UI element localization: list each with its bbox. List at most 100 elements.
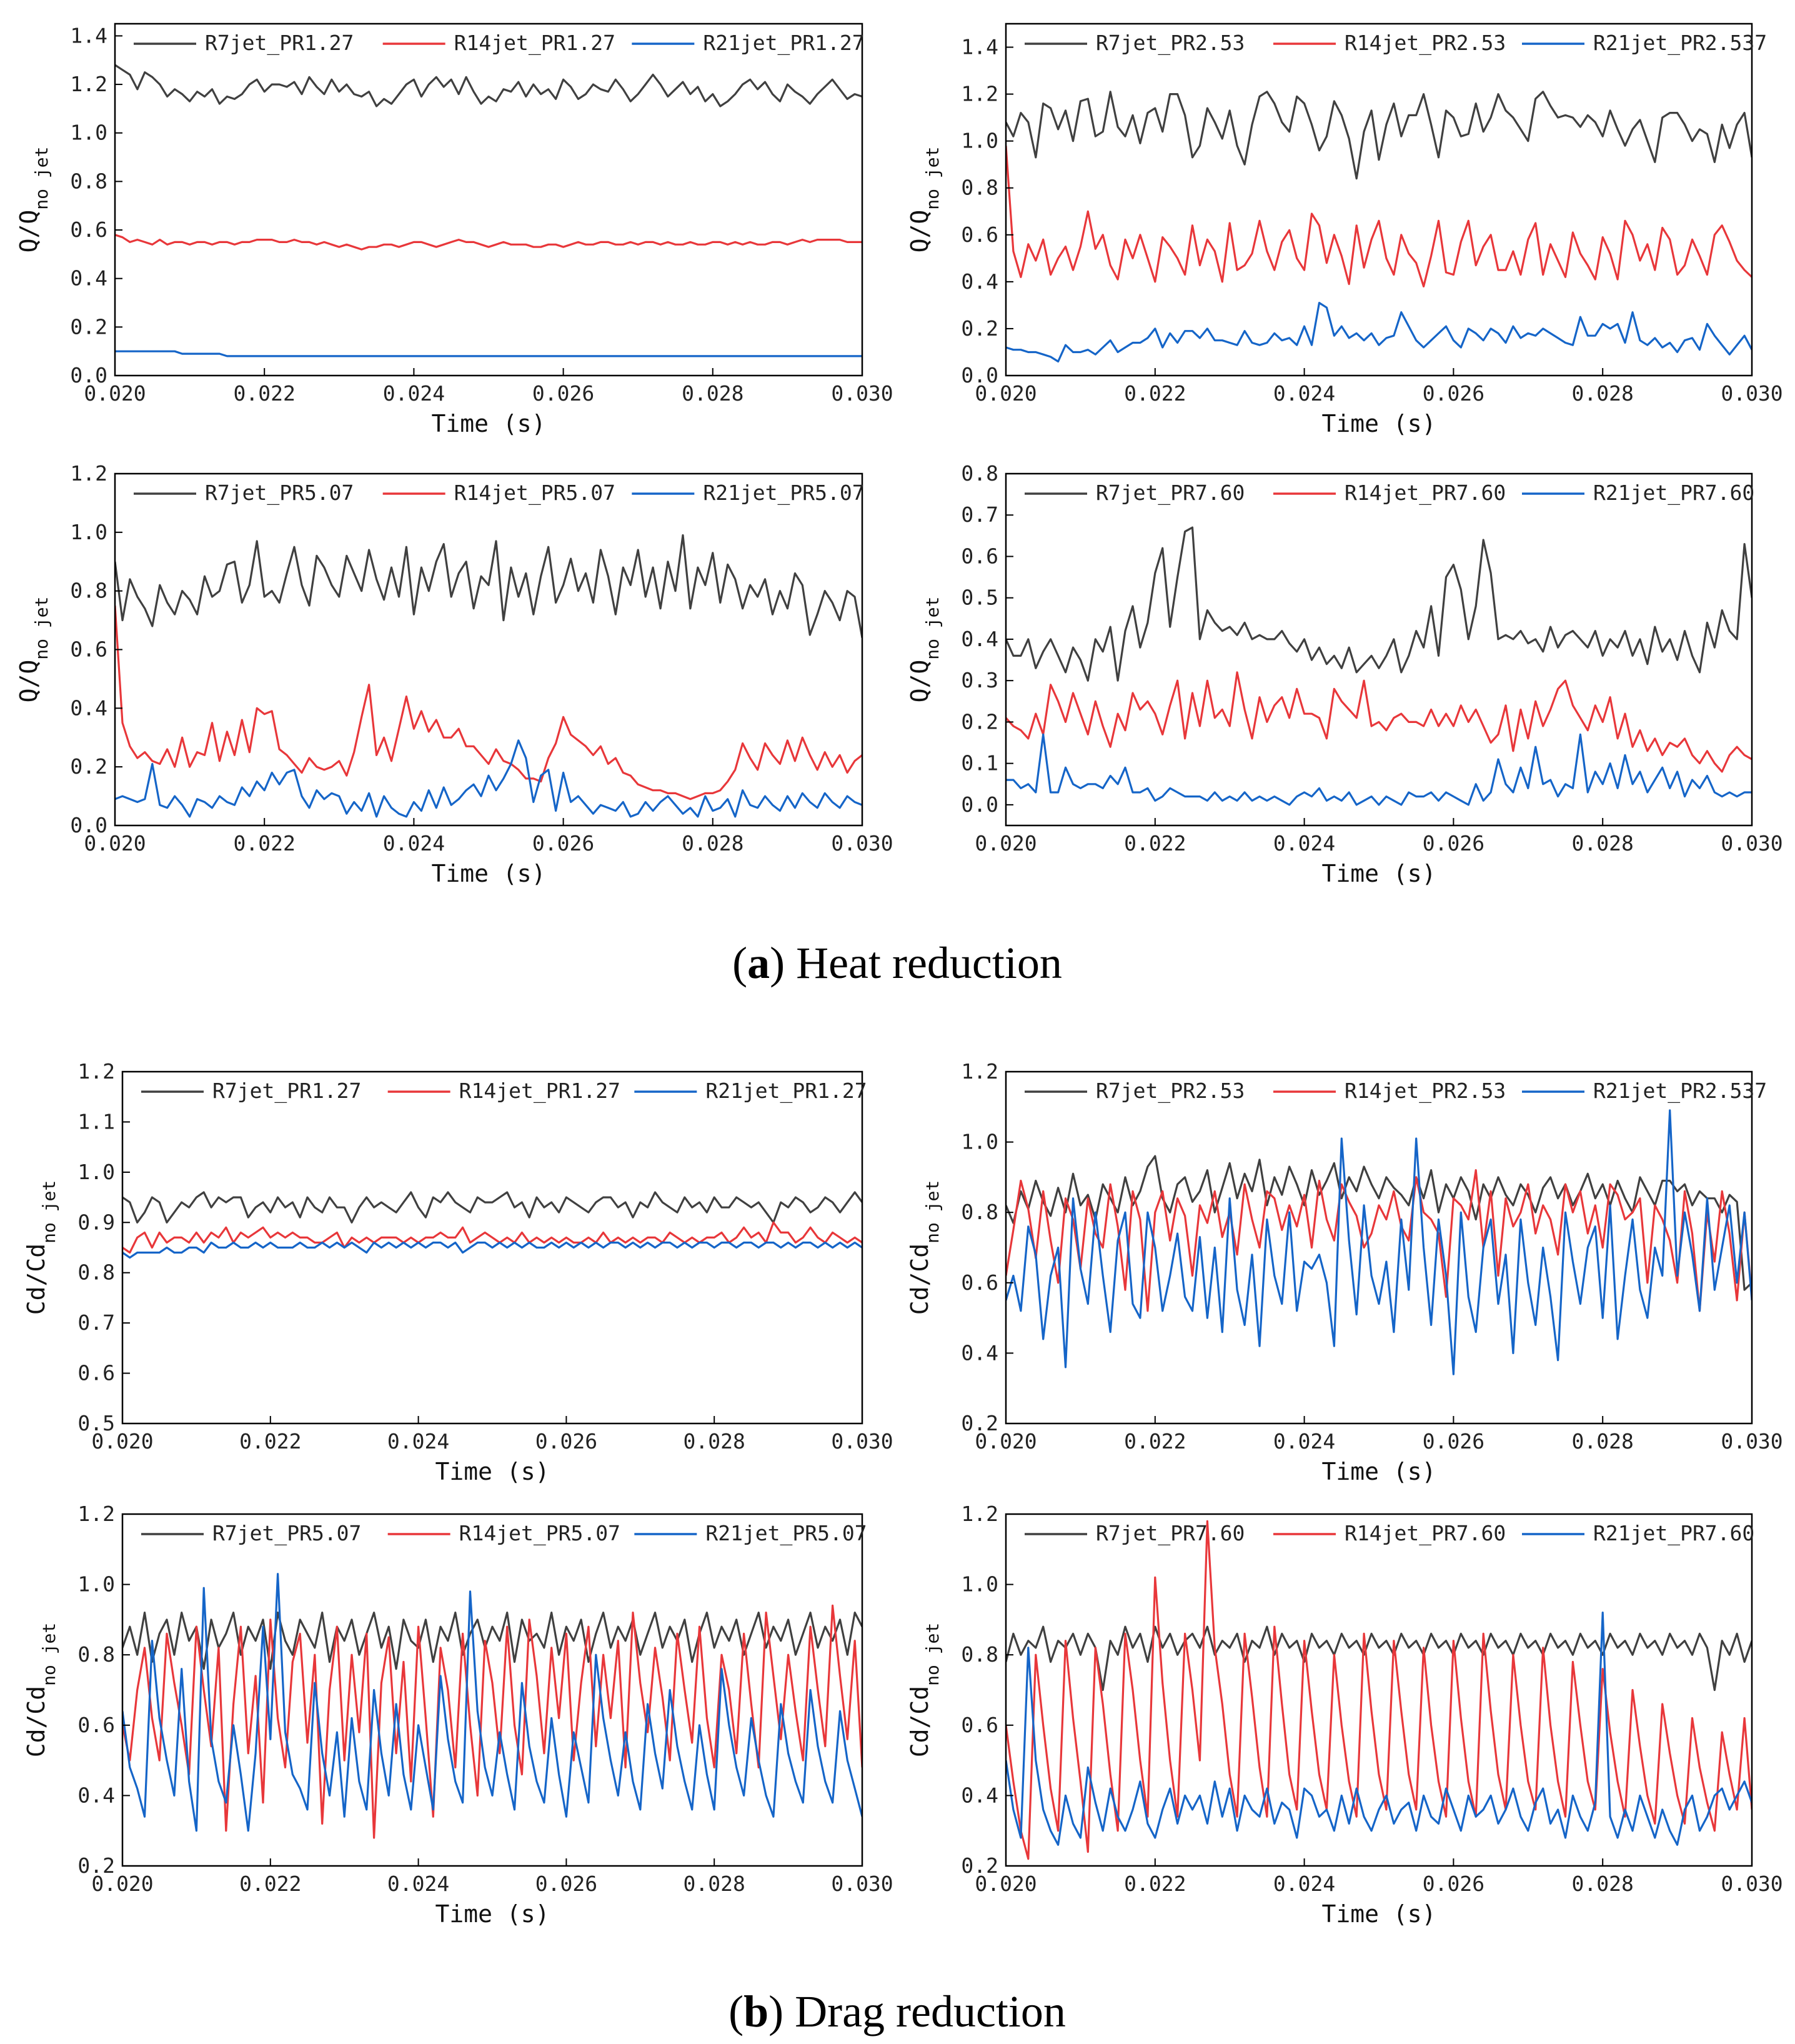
x-tick-label: 0.026 [532,381,594,406]
x-tick-label: 0.020 [84,381,146,406]
x-tick-label: 0.022 [239,1872,301,1896]
y-tick-label: 0.5 [77,1411,115,1435]
series-line-3 [1006,1109,1752,1375]
caption-a-text: Heat reduction [785,938,1062,988]
y-tick-label: 0.2 [961,1411,998,1435]
plot-frame [114,472,863,827]
y-tick-label: 0.2 [70,314,107,339]
x-tick-label: 0.030 [1721,1429,1783,1453]
series-line-2 [1006,146,1752,287]
series-line-3 [1006,733,1752,806]
series-line-1 [1006,91,1752,180]
x-tick-label: 0.026 [532,831,594,855]
y-tick-label: 0.8 [70,579,107,603]
plot-frame [114,22,863,377]
y-tick-label: 1.0 [961,1572,998,1597]
x-axis-label: Time (s) [1321,1458,1436,1485]
x-tick-label: 0.022 [1124,1872,1186,1896]
plot-frame [1005,1070,1753,1425]
x-tick-label: 0.020 [91,1429,153,1453]
chart-drag-pr507: 0.020 0.022 0.024 0.026 0.028 0.030 0.2 0.4 0.6 0… [22,1502,893,1928]
y-tick-label: 0.8 [77,1260,115,1285]
chart-heat-pr253: 0.020 0.022 0.024 0.026 0.028 0.030 0.0 0.2 0.4 0… [906,22,1783,437]
y-tick-label: 0.3 [961,668,998,692]
y-tick-label: 0.4 [961,269,998,294]
y-axis-label-subscript: no jet [922,147,943,210]
charts-group: 0.020 0.022 0.024 0.026 0.028 0.0300.00.20.40… [15,22,1783,1928]
x-tick-label: 0.028 [1572,1429,1634,1453]
chart-drag-pr127: 0.020 0.022 0.024 0.026 0.028 0.030 0.5 0.6 0.7 0… [22,1059,893,1485]
x-tick-label: 0.028 [682,381,743,406]
y-tick-label: 0.7 [77,1310,115,1335]
x-tick-label: 0.022 [1124,1429,1186,1453]
series-line-1 [122,1191,862,1224]
series-line-1 [115,534,862,638]
plot-frame [1005,472,1753,827]
y-tick-label: 0.8 [961,176,998,200]
legend-label-2: R14jet_PR2.53 [1345,31,1506,56]
legend-label-2: R14jet_PR5.07 [459,1521,620,1546]
x-tick-label: 0.028 [684,1429,745,1453]
legend-label-2: R14jet_PR5.07 [454,481,615,506]
x-tick-label: 0.030 [1721,831,1783,855]
y-tick-label: 1.2 [77,1059,115,1084]
y-tick-label: 0.2 [70,754,107,779]
series-line-1 [1006,1625,1752,1692]
series-line-1 [1006,526,1752,682]
x-tick-label: 0.022 [234,381,296,406]
y-tick-label: 0.8 [70,169,107,193]
chart-drag-pr253: 0.020 0.022 0.024 0.026 0.028 0.030 0.2 0.4 0.6 0… [906,1059,1783,1485]
y-axis-label-main: Cd/Cd [22,1244,50,1315]
series-line-3 [115,739,862,818]
legend-label-1: R7jet_PR1.27 [205,31,354,56]
y-tick-label: 1.2 [70,72,107,96]
x-axis-label: Time (s) [435,1458,549,1485]
y-tick-label: 0.0 [70,363,107,387]
legend-label-1: R7jet_PR2.53 [1096,31,1245,56]
legend-label-1: R7jet_PR7.60 [1096,481,1245,506]
y-axis-label: Q/Qno jet [906,597,943,703]
x-axis-label: Time (s) [431,410,545,437]
y-tick-label: 0.0 [961,363,998,387]
y-axis-label-subscript: no jet [39,1623,59,1686]
caption-b-text: Drag reduction [783,1987,1066,2037]
x-tick-label: 0.022 [1124,381,1186,406]
x-tick-label: 0.020 [91,1872,153,1896]
y-tick-label: 0.8 [77,1642,115,1667]
x-tick-label: 0.030 [831,1872,893,1896]
legend-label-3: R21jet_PR5.07 [703,481,864,506]
legend-label-3: R21jet_PR2.537 [1593,1079,1767,1104]
series-line-1 [1006,1155,1752,1291]
legend-label-1: R7jet_PR5.07 [205,481,354,506]
legend-label-2: R14jet_PR1.27 [454,31,615,56]
y-tick-label: 0.0 [70,813,107,837]
y-tick-label: 1.0 [961,129,998,153]
y-tick-label: 0.2 [961,1853,998,1878]
legend-label-3: R21jet_PR7.60 [1593,481,1754,506]
caption-a-label: a [747,938,770,988]
series-group [1006,526,1752,806]
legend-label-2: R14jet_PR7.60 [1345,481,1506,506]
series-line-3 [115,350,862,357]
series-line-1 [115,64,862,107]
legend-label-1: R7jet_PR2.53 [1096,1079,1245,1104]
y-tick-label: 0.6 [961,1270,998,1295]
x-tick-label: 0.030 [831,1429,893,1453]
y-axis-label-subscript: no jet [922,1180,943,1244]
y-axis-label: Q/Qno jet [15,597,52,703]
y-tick-label: 1.4 [961,35,998,59]
y-axis-label-main: Q/Q [906,660,933,703]
legend-label-1: R7jet_PR1.27 [212,1079,361,1104]
caption-a: (a) Heat reduction [732,938,1062,988]
y-axis-label: Cd/Cdno jet [906,1623,943,1758]
x-axis-label: Time (s) [435,1900,549,1928]
y-axis-label-main: Q/Q [15,660,42,703]
y-tick-label: 0.6 [77,1713,115,1737]
series-line-2 [122,1604,862,1839]
y-tick-label: 0.4 [961,1783,998,1807]
y-tick-label: 1.2 [961,1502,998,1526]
legend-label-3: R21jet_PR2.537 [1593,31,1767,56]
x-axis-label: Time (s) [431,860,545,887]
caption-b-label: b [743,1987,768,2037]
